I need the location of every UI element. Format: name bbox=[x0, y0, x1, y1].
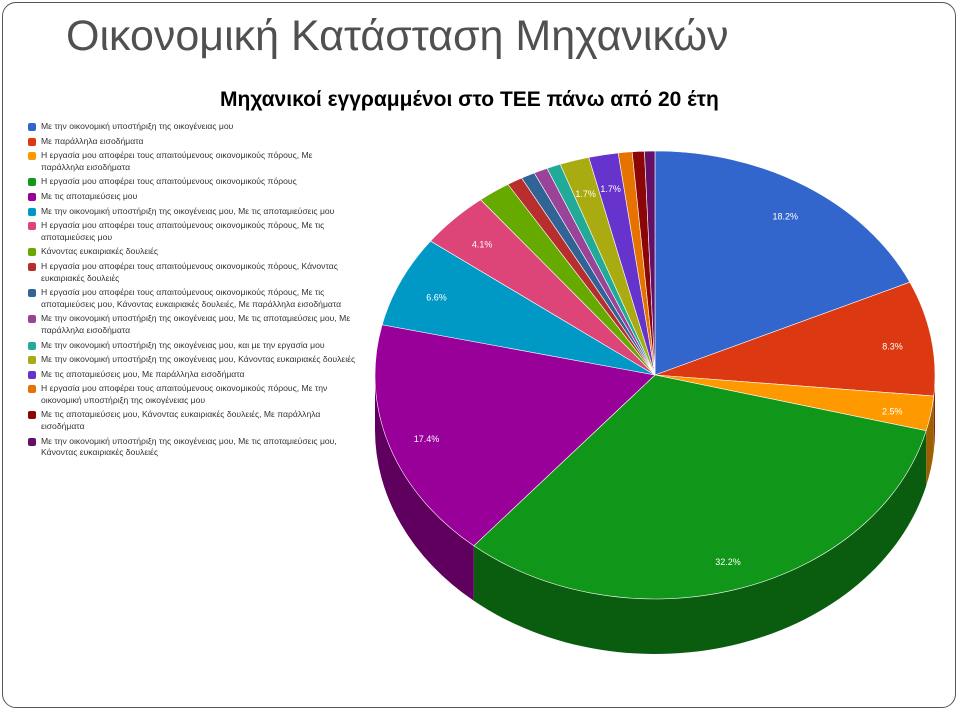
legend-label: Με την οικονομική υποστήριξη της οικογέν… bbox=[41, 205, 335, 216]
data-label: 17.4% bbox=[414, 434, 440, 444]
legend-item: Με την οικονομική υποστήριξη της οικογέν… bbox=[28, 436, 358, 459]
legend-swatch bbox=[28, 192, 36, 201]
pie-slice bbox=[374, 324, 656, 547]
legend-label: Η εργασία μου αποφέρει τους απαιτούμενου… bbox=[41, 383, 328, 405]
legend-item: Με την οικονομική υποστήριξη της οικογέν… bbox=[28, 354, 358, 366]
legend-item: Με την οικονομική υποστήριξη της οικογέν… bbox=[28, 340, 358, 352]
legend-item: Κάνοντας ευκαιριακές δουλειές bbox=[28, 246, 358, 258]
data-label: 32.2% bbox=[715, 557, 741, 567]
data-label: 8.3% bbox=[882, 341, 903, 351]
legend-item: Με την οικονομική υποστήριξη της οικογέν… bbox=[28, 313, 358, 336]
legend-swatch bbox=[28, 356, 36, 365]
legend-swatch bbox=[28, 222, 36, 231]
legend-swatch bbox=[28, 207, 36, 216]
legend-swatch bbox=[28, 123, 36, 131]
pie-side bbox=[926, 396, 934, 486]
legend-label: Η εργασία μου αποφέρει τους απαιτούμενου… bbox=[41, 220, 325, 242]
data-label: 1.7% bbox=[600, 184, 621, 194]
pie-slice bbox=[381, 240, 656, 376]
legend-label: Με τις αποταμιεύσεις μου, Κάνοντας ευκαι… bbox=[41, 409, 321, 432]
legend-label: Με την οικονομική υποστήριξη της οικογέν… bbox=[41, 339, 325, 350]
legend-item: Με τις αποταμιεύσεις μου, Με παράλληλα ε… bbox=[28, 369, 358, 381]
data-label: 1.7% bbox=[575, 189, 596, 199]
legend-label: Η εργασία μου αποφέρει τους απαιτούμενου… bbox=[41, 150, 313, 172]
legend-item: Με τις αποταμιεύσεις μου, Κάνοντας ευκαι… bbox=[28, 409, 358, 432]
legend-label: Με την οικονομική υποστήριξη της οικογέν… bbox=[41, 354, 356, 365]
legend-label: Με τις αποταμιεύσεις μου, Με παράλληλα ε… bbox=[41, 368, 245, 379]
data-label: 4.1% bbox=[472, 239, 493, 249]
legend-item: Η εργασία μου αποφέρει τους απαιτούμενου… bbox=[28, 287, 358, 310]
legend-swatch bbox=[28, 370, 36, 379]
legend-label: Με την οικονομική υποστήριξη της οικογέν… bbox=[41, 121, 234, 131]
legend-item: Η εργασία μου αποφέρει τους απαιτούμενου… bbox=[28, 176, 358, 188]
legend-swatch bbox=[28, 178, 36, 187]
legend-item: Η εργασία μου αποφέρει τους απαιτούμενου… bbox=[28, 150, 358, 173]
pie-slice bbox=[654, 150, 911, 376]
legend-item: Με παράλληλα εισοδήματα bbox=[28, 136, 358, 148]
slide-title: Οικονομική Κατάσταση Μηχανικών bbox=[66, 12, 729, 60]
legend-swatch bbox=[28, 137, 36, 146]
data-label: 2.5% bbox=[882, 406, 903, 416]
legend-item: Με την οικονομική υποστήριξη της οικογέν… bbox=[28, 206, 358, 218]
legend-swatch bbox=[28, 411, 36, 420]
legend-label: Με τις αποταμιεύσεις μου bbox=[41, 190, 138, 201]
legend-label: Η εργασία μου αποφέρει τους απαιτούμενου… bbox=[41, 287, 342, 309]
chart-title: Μηχανικοί εγγραμμένοι στο ΤΕΕ πάνω από 2… bbox=[220, 88, 719, 111]
pie-side bbox=[375, 375, 474, 601]
legend-item: Η εργασία μου αποφέρει τους απαιτούμενου… bbox=[28, 261, 358, 284]
data-label: 18.2% bbox=[773, 211, 799, 221]
pie-slice bbox=[644, 150, 656, 376]
legend-label: Με παράλληλα εισοδήματα bbox=[41, 135, 144, 146]
pie-side bbox=[473, 430, 927, 655]
legend-swatch bbox=[28, 341, 36, 350]
legend-swatch bbox=[28, 262, 36, 271]
legend-label: Η εργασία μου αποφέρει τους απαιτούμενου… bbox=[41, 260, 338, 283]
legend-item: Με τις αποταμιεύσεις μου bbox=[28, 191, 358, 203]
legend-swatch bbox=[28, 315, 36, 324]
legend-label: Με την οικονομική υποστήριξη της οικογέν… bbox=[41, 435, 337, 458]
pie-slice bbox=[654, 281, 936, 397]
legend-swatch bbox=[28, 385, 36, 394]
legend-label: Με την οικονομική υποστήριξη της οικογέν… bbox=[41, 313, 351, 335]
pie-slice bbox=[473, 374, 927, 600]
legend-swatch bbox=[28, 248, 36, 257]
legend-item: Η εργασία μου αποφέρει τους απαιτούμενου… bbox=[28, 220, 358, 243]
legend: Με την οικονομική υποστήριξη της οικογέν… bbox=[28, 121, 358, 462]
data-label: 6.6% bbox=[426, 292, 447, 302]
legend-swatch bbox=[28, 152, 36, 161]
legend-item: Η εργασία μου αποφέρει τους απαιτούμενου… bbox=[28, 383, 358, 406]
legend-swatch bbox=[28, 289, 36, 298]
legend-label: Κάνοντας ευκαιριακές δουλειές bbox=[41, 246, 159, 257]
legend-label: Η εργασία μου αποφέρει τους απαιτούμενου… bbox=[41, 176, 297, 187]
legend-item: Με την οικονομική υποστήριξη της οικογέν… bbox=[28, 121, 358, 133]
legend-swatch bbox=[28, 437, 36, 446]
